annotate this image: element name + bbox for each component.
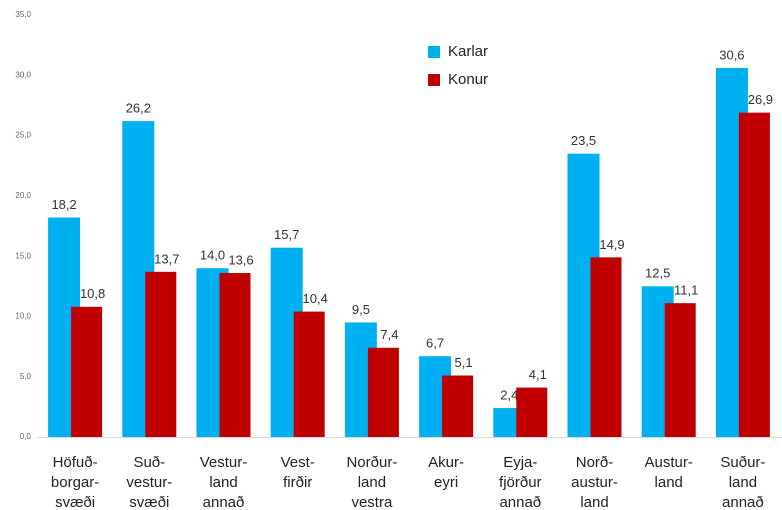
- value-label: 15,7: [274, 227, 299, 242]
- bar: [664, 303, 696, 437]
- bar: [293, 311, 325, 437]
- bar: [219, 273, 251, 437]
- x-tick-label: Akur-eyri: [428, 454, 464, 491]
- value-label: 30,6: [719, 47, 744, 62]
- value-label: 18,2: [51, 197, 76, 212]
- value-label: 10,4: [303, 291, 328, 306]
- value-label: 26,2: [126, 101, 151, 116]
- bar: [145, 271, 177, 437]
- value-label: 13,7: [154, 251, 179, 266]
- legend-label: Karlar: [448, 43, 488, 60]
- x-tick-label: Suð-vestur-svæði: [126, 454, 172, 510]
- value-label: 13,6: [228, 252, 253, 267]
- x-tick-label: Vest-firðir: [281, 454, 315, 491]
- y-tick-label: 10,0: [15, 312, 31, 321]
- value-label: 6,7: [426, 336, 444, 351]
- y-tick-label: 0,0: [20, 432, 32, 441]
- bar: [590, 257, 622, 437]
- value-label: 9,5: [352, 302, 370, 317]
- x-tick-label: Norð-austur-land: [571, 454, 618, 510]
- value-label: 5,1: [455, 355, 473, 370]
- bar: [442, 375, 474, 437]
- value-label: 26,9: [748, 92, 773, 107]
- bar: [738, 112, 770, 438]
- legend-label: Konur: [448, 71, 488, 88]
- value-label: 7,4: [380, 327, 398, 342]
- value-label: 14,9: [599, 237, 624, 252]
- value-label: 10,8: [80, 286, 105, 301]
- value-label: 23,5: [571, 133, 596, 148]
- value-label: 4,1: [529, 367, 547, 382]
- value-label: 11,1: [674, 283, 698, 298]
- bar: [71, 306, 103, 437]
- bar: [367, 347, 399, 437]
- y-tick-label: 30,0: [15, 70, 31, 79]
- x-tick-label: Norður-land vestra: [346, 454, 397, 510]
- value-label: 14,0: [200, 248, 225, 263]
- y-tick-label: 35,0: [15, 10, 31, 19]
- legend-swatch: [428, 46, 440, 58]
- x-tick-label: Vestur-land annað: [200, 454, 248, 510]
- y-tick-label: 15,0: [15, 251, 31, 260]
- x-tick-label: Eyja-fjörður annað: [499, 454, 542, 510]
- x-tick-label: Austur-land: [645, 454, 693, 491]
- bar: [516, 387, 548, 437]
- y-tick-label: 25,0: [15, 131, 31, 140]
- value-label: 12,5: [645, 266, 670, 281]
- x-tick-label: Suður-land annað: [720, 454, 765, 510]
- value-label: 2,4: [500, 388, 518, 403]
- y-tick-label: 5,0: [20, 372, 32, 381]
- y-tick-label: 20,0: [15, 191, 31, 200]
- legend-swatch: [428, 74, 440, 86]
- x-tick-label: Höfuð-borgar-svæði: [51, 454, 99, 510]
